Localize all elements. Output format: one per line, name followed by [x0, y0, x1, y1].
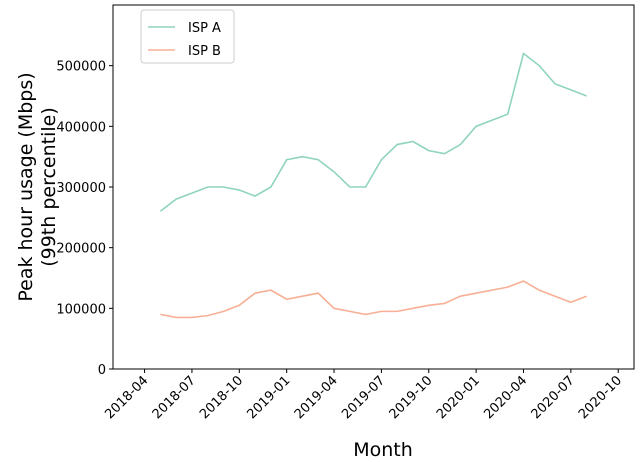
- plot-frame: [112, 4, 635, 370]
- y-axis-title: (99th percentile): [38, 107, 60, 267]
- x-tick-label: 2018-10: [197, 373, 246, 422]
- x-tick-label: 2019-07: [339, 373, 388, 422]
- line: [159, 52, 587, 212]
- line: [160, 280, 587, 319]
- x-tick-label: 2018-07: [150, 373, 199, 422]
- x-axis-title: Month: [353, 439, 413, 461]
- y-tick-label: 200000: [56, 242, 106, 257]
- legend-label: ISP A: [188, 21, 221, 36]
- y-tick-label: 100000: [56, 302, 106, 317]
- y-axis-title: Peak hour usage (Mbps): [15, 72, 37, 301]
- legend-label: ISP B: [188, 44, 221, 59]
- y-tick-label: 400000: [56, 120, 106, 135]
- y-tick-label: 300000: [56, 181, 106, 196]
- y-tick-label: 500000: [56, 60, 106, 75]
- x-tick-label: 2020-10: [576, 373, 625, 422]
- x-tick-label: 2020-07: [529, 373, 578, 422]
- x-tick-label: 2018-04: [102, 373, 151, 422]
- x-tick-label: 2020-04: [481, 373, 530, 422]
- x-tick-label: 2020-01: [434, 373, 483, 422]
- x-tick-label: 2019-01: [244, 373, 293, 422]
- y-tick-label: 0: [98, 363, 106, 378]
- x-tick-label: 2019-10: [387, 373, 436, 422]
- x-tick-label: 2019-04: [292, 373, 341, 422]
